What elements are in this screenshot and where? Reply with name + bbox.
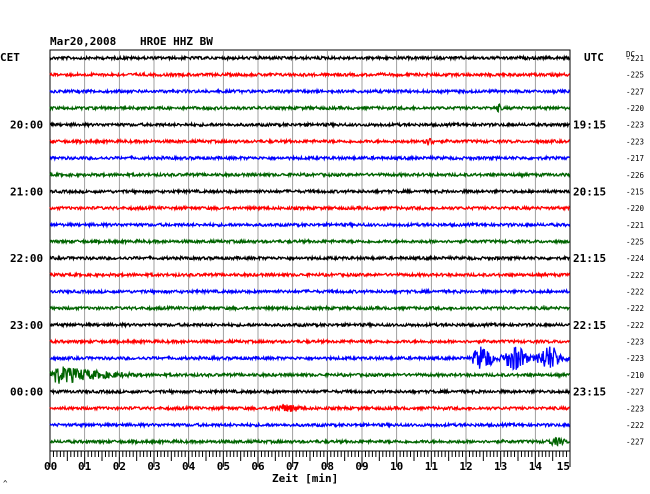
trace-row bbox=[49, 254, 571, 262]
dc-offset-value: -220 bbox=[626, 204, 645, 213]
x-tick-label: 09 bbox=[355, 460, 368, 473]
dc-offset-value: -225 bbox=[626, 71, 644, 80]
trace-row bbox=[49, 137, 570, 146]
dc-offset-value: -227 bbox=[626, 87, 644, 96]
left-timezone-label: CET bbox=[0, 51, 20, 64]
dc-offset-value: -220 bbox=[626, 104, 645, 113]
dc-offset-value: -224 bbox=[626, 254, 645, 263]
x-tick-label: 12 bbox=[459, 460, 472, 473]
trace-group bbox=[49, 54, 571, 447]
x-tick-label: 04 bbox=[182, 460, 196, 473]
dc-offset-value: -222 bbox=[626, 321, 644, 330]
x-tick-label: 11 bbox=[425, 460, 439, 473]
dc-offset-value: -215 bbox=[626, 187, 644, 196]
trace-row bbox=[49, 103, 571, 113]
left-time-label: 22:00 bbox=[10, 252, 43, 265]
trace-row bbox=[49, 387, 571, 396]
dc-offset-value: -222 bbox=[626, 288, 644, 297]
right-timezone-label: UTC bbox=[584, 51, 604, 64]
dc-offset-value: -221 bbox=[626, 221, 644, 230]
x-tick-label: 13 bbox=[494, 460, 507, 473]
left-time-label: 20:00 bbox=[10, 119, 43, 132]
x-tick-label: 01 bbox=[78, 460, 92, 473]
left-time-label: 00:00 bbox=[10, 386, 43, 399]
x-tick-label: 05 bbox=[217, 460, 230, 473]
time-grid bbox=[49, 49, 571, 452]
x-tick-label: 07 bbox=[286, 460, 299, 473]
x-axis-label: Zeit [min] bbox=[272, 472, 338, 485]
dc-offset-value: -223 bbox=[626, 338, 644, 347]
dc-offset-value: -221 bbox=[626, 54, 644, 63]
dc-offset-value: -222 bbox=[626, 271, 644, 280]
time-label-group: 20:00 21:00 22:00 23:00 00:00 19:15 20:15 21:15… bbox=[10, 119, 606, 399]
trace-row bbox=[49, 70, 571, 79]
dc-offset-value: -223 bbox=[626, 404, 644, 413]
dc-offset-value: -225 bbox=[626, 237, 644, 246]
x-tick-label: 08 bbox=[321, 460, 334, 473]
trace-row bbox=[49, 120, 571, 129]
trace-row bbox=[49, 204, 571, 212]
right-time-label: 22:15 bbox=[573, 319, 606, 332]
x-tick-label: 06 bbox=[251, 460, 265, 473]
trace-row bbox=[49, 366, 570, 384]
x-tick-label: 00 bbox=[44, 460, 57, 473]
trace-row bbox=[49, 421, 571, 429]
x-tick-label: 02 bbox=[113, 460, 126, 473]
x-tick-label: 10 bbox=[390, 460, 403, 473]
right-time-label: 19:15 bbox=[573, 119, 606, 132]
trace-row bbox=[49, 287, 571, 296]
dc-offset-value: -223 bbox=[626, 121, 644, 130]
trace-row bbox=[49, 346, 571, 371]
x-tick-label: 14 bbox=[529, 460, 543, 473]
right-time-label: 20:15 bbox=[573, 185, 606, 198]
trace-row bbox=[49, 321, 571, 329]
left-time-label: 21:00 bbox=[10, 185, 43, 198]
x-axis: 00 01 02 03 04 05 06 07 08 09 10 11 12 13 14 15 bbox=[44, 451, 571, 473]
right-time-label: 23:15 bbox=[573, 386, 606, 399]
trace-row bbox=[49, 304, 570, 313]
date-label: Mar20,2008 bbox=[50, 35, 116, 48]
dc-offset-value: -223 bbox=[626, 137, 644, 146]
dc-header-label: DC bbox=[626, 50, 635, 59]
trace-row bbox=[49, 54, 571, 62]
trace-row bbox=[49, 237, 571, 246]
trace-row bbox=[49, 403, 571, 413]
left-time-label: 23:00 bbox=[10, 319, 43, 332]
trace-row bbox=[49, 436, 570, 447]
trace-row bbox=[49, 187, 570, 196]
trace-row bbox=[49, 154, 571, 162]
trace-row bbox=[49, 221, 571, 229]
dc-offset-group: -221 -225 -227 -220 -223 -223 -217 -226 -215 -220… bbox=[626, 54, 645, 447]
dc-offset-value: -223 bbox=[626, 354, 644, 363]
x-tick-label: 03 bbox=[147, 460, 160, 473]
corner-mark: ^ bbox=[3, 479, 8, 488]
dc-offset-value: -222 bbox=[626, 421, 644, 430]
dc-offset-value: -217 bbox=[626, 154, 644, 163]
x-tick-label: 15 bbox=[557, 460, 570, 473]
right-time-label: 21:15 bbox=[573, 252, 606, 265]
dc-offset-value: -227 bbox=[626, 388, 644, 397]
dc-offset-value: -227 bbox=[626, 438, 644, 447]
trace-row bbox=[49, 337, 570, 346]
dc-offset-value: -226 bbox=[626, 171, 645, 180]
trace-row bbox=[49, 170, 571, 179]
dc-offset-value: -222 bbox=[626, 304, 644, 313]
dc-offset-value: -210 bbox=[626, 371, 645, 380]
station-label: HROE HHZ BW bbox=[140, 35, 213, 48]
trace-row bbox=[49, 271, 571, 279]
trace-row bbox=[49, 87, 571, 96]
